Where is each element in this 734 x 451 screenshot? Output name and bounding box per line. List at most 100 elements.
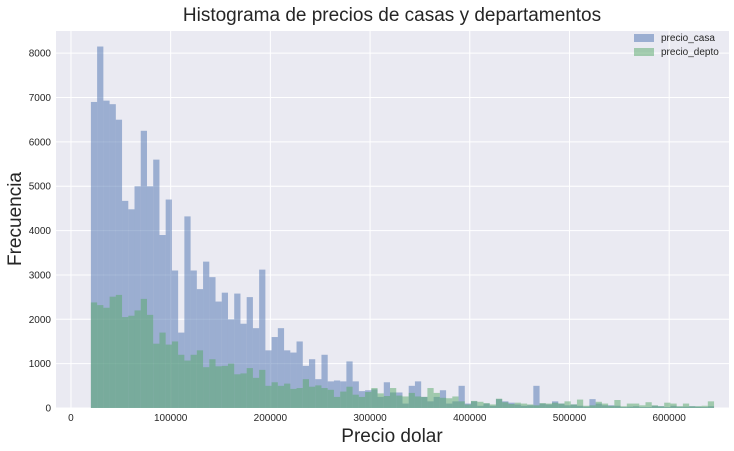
histogram-bar [97,46,104,408]
x-tick-label: 100000 [154,413,188,424]
histogram-bar [383,382,391,408]
histogram-bar [545,403,553,408]
histogram-bar [346,386,353,408]
histogram-bar [115,294,123,408]
y-tick-label: 2000 [29,315,52,326]
histogram-bar [196,350,204,408]
histogram-bar [146,314,154,408]
histogram-bar [352,394,359,408]
histogram-bar [203,367,210,408]
histogram-bar [552,402,559,408]
histogram-bar [707,401,715,408]
histogram-bar [109,104,116,409]
y-tick-label: 1000 [29,359,52,370]
histogram-bar [165,344,172,408]
histogram-bar [308,386,316,408]
histogram-bar [321,354,328,408]
x-axis-label: Precio dolar [341,426,443,447]
histogram-bar [140,298,147,408]
histogram-bar [327,389,334,408]
histogram-bar [377,393,384,408]
histogram-bar [215,301,222,408]
x-tick-label: 600000 [652,413,686,424]
histogram-bar [670,403,677,408]
histogram-bar [433,392,440,408]
histogram-bar [396,395,403,408]
y-tick-label: 6000 [29,137,52,148]
legend-swatch-precio-casa [634,34,654,42]
legend-label-precio-depto: precio_depto [661,47,719,58]
histogram-bar [221,292,228,408]
histogram-bar [340,391,347,408]
histogram-bar [265,350,272,408]
histogram-bar [682,403,690,408]
histogram-bar [502,402,509,408]
histogram-bar [558,403,565,408]
histogram-bar [701,405,708,408]
histogram-bar [271,382,278,408]
legend: precio_casa precio_depto [634,33,719,58]
histogram-bar [576,399,584,408]
histogram-bar [446,398,453,408]
histogram-bar [259,369,266,408]
histogram-bar [321,388,328,408]
histogram-bar [689,406,696,408]
histogram-bar [159,235,166,408]
histogram-bar [601,403,609,408]
histogram-bar [90,101,98,408]
histogram-bar [514,402,521,408]
histogram-bar [203,261,210,408]
histogram-bar [458,401,465,408]
histogram-bar [159,332,166,408]
histogram-bar [221,365,228,408]
histogram-bar [483,403,490,408]
histogram-bar [520,403,528,408]
histogram-bar [489,404,496,408]
histogram-bar [252,377,260,408]
y-tick-label: 4000 [29,226,52,237]
histogram-bar [333,380,341,408]
histogram-bar [620,406,627,408]
histogram-bar [259,269,266,408]
axes: 0 100000 200000 300000 400000 500000 600000 0 10… [29,49,687,424]
histogram-bar [277,385,285,408]
histogram-bar [265,385,272,408]
histogram-bar [595,401,602,408]
histogram-bar [153,343,160,408]
histogram-bar [402,396,409,408]
histogram-bar [122,317,129,408]
histogram-bar [626,403,634,408]
y-tick-label: 0 [45,404,51,415]
histogram-bar [290,388,297,408]
histogram-bar [252,328,260,408]
histogram-bar [371,388,378,408]
histogram-bar [608,405,615,408]
histogram-bar [639,405,646,408]
histogram-bar [115,119,123,409]
y-tick-label: 3000 [29,270,52,281]
histogram-bar [333,396,341,408]
histogram-bar [246,368,253,408]
histogram-bar [315,385,322,408]
histogram-bar [90,302,98,408]
histogram-bar [128,315,135,408]
y-tick-label: 7000 [29,93,52,104]
histogram-bar [302,379,309,408]
histogram-bar [346,361,353,408]
x-tick-label: 500000 [553,413,587,424]
x-tick-label: 400000 [453,413,487,424]
histogram-bar [365,392,372,408]
histogram-bar [589,399,596,408]
legend-label-precio-casa: precio_casa [661,33,715,44]
histogram-bar [284,350,291,408]
histogram-bar [284,383,291,408]
histogram-bar [246,297,253,408]
histogram-bar [533,405,540,408]
histogram-bar [390,388,397,408]
histogram-bar [178,354,185,408]
series-precio-depto [90,294,715,408]
histogram-bar [134,310,141,408]
histogram-bar [695,406,702,408]
histogram-bar [109,296,116,408]
